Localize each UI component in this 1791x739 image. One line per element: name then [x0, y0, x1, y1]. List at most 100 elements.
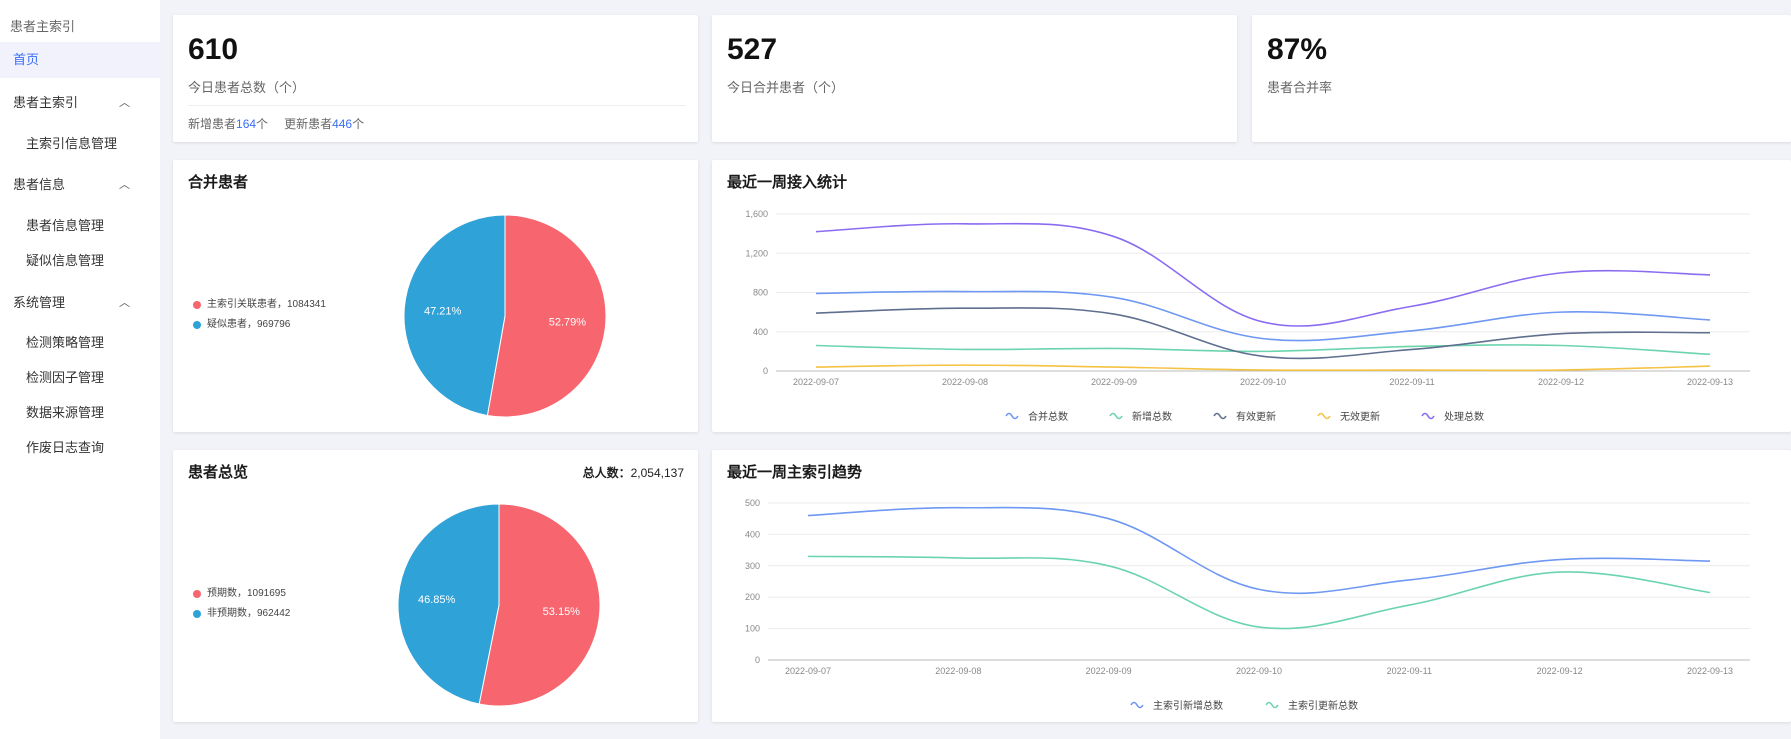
series-line[interactable]: [807, 506, 1711, 595]
sidebar-item-label: 首页: [13, 52, 40, 67]
y-tick-label: 300: [745, 561, 760, 571]
x-tick-label: 2022-09-11: [1387, 666, 1432, 676]
y-tick-label: 500: [745, 498, 760, 508]
x-tick-label: 2022-09-12: [1538, 377, 1584, 387]
legend-line-icon[interactable]: [1213, 412, 1227, 420]
pie-percent-label: 53.15%: [543, 606, 581, 618]
legend-label[interactable]: 无效更新: [1340, 410, 1380, 423]
y-tick-label: 400: [745, 529, 760, 539]
legend-label[interactable]: 处理总数: [1444, 410, 1484, 423]
merge-pie-chart: 52.79% 47.21%: [403, 214, 607, 418]
stat-value: 610: [188, 33, 239, 66]
pie-percent-label: 46.85%: [418, 594, 456, 606]
pie-percent-label: 52.79%: [549, 316, 587, 328]
legend-label[interactable]: 主索引新增总数: [1153, 699, 1223, 712]
stat-card-merge-rate: 87% 患者合并率: [1252, 15, 1791, 142]
legend-label: 疑似患者，969796: [207, 319, 291, 330]
sidebar-item-suspect-info-manage[interactable]: 疑似信息管理: [0, 243, 160, 279]
sidebar-group-patient-index[interactable]: 患者主索引 ︿: [0, 85, 160, 121]
sidebar-item-label: 检测策略管理: [26, 335, 105, 350]
stat-label: 今日合并患者（个）: [727, 80, 845, 95]
series-line[interactable]: [815, 290, 1711, 342]
card-title: 最近一周接入统计: [727, 174, 848, 191]
legend-label[interactable]: 新增总数: [1132, 410, 1172, 423]
legend-dot: [193, 610, 201, 618]
updated-patients-count: 446: [332, 117, 353, 131]
x-tick-label: 2022-09-10: [1240, 377, 1286, 387]
stat-label: 患者合并率: [1267, 80, 1333, 95]
stat-sub-info: 新增患者164个 更新患者446个: [188, 115, 364, 132]
sidebar-item-factor-manage[interactable]: 检测因子管理: [0, 360, 160, 396]
legend-line-icon[interactable]: [1130, 701, 1144, 709]
updated-patients-suffix: 个: [352, 117, 365, 131]
week-index-card: 最近一周主索引趋势 0 100 200 300 400 500 2022-09-07 2022…: [712, 450, 1791, 722]
stat-value: 527: [727, 33, 778, 66]
legend-item[interactable]: 非预期数，962442: [193, 604, 290, 624]
legend-item[interactable]: 疑似患者，969796: [193, 315, 326, 335]
legend-line-icon[interactable]: [1109, 412, 1123, 420]
legend-label[interactable]: 有效更新: [1236, 410, 1276, 423]
series-line[interactable]: [815, 222, 1711, 327]
week-index-line-chart: 0 100 200 300 400 500 2022-09-07 2022-09-08 2022…: [745, 498, 1750, 712]
total-count: 总人数：2,054,137: [583, 464, 684, 481]
sidebar-item-strategy-manage[interactable]: 检测策略管理: [0, 325, 160, 361]
legend-dot: [193, 590, 201, 598]
sidebar-group-label: 患者主索引: [13, 95, 79, 110]
legend-label[interactable]: 主索引更新总数: [1288, 699, 1358, 712]
pie-slice[interactable]: [403, 214, 506, 417]
legend-label: 非预期数，962442: [207, 608, 291, 619]
updated-patients-prefix: 更新患者: [284, 117, 333, 131]
pie-slice[interactable]: [486, 214, 607, 418]
legend-line-icon[interactable]: [1005, 412, 1019, 420]
y-tick-label: 400: [753, 327, 768, 337]
card-title: 最近一周主索引趋势: [727, 464, 863, 481]
sidebar-item-home[interactable]: 首页: [0, 42, 160, 78]
y-tick-label: 100: [745, 624, 760, 634]
sidebar-item-index-info-manage[interactable]: 主索引信息管理: [0, 126, 160, 162]
legend-dot: [193, 321, 201, 329]
legend-label[interactable]: 合并总数: [1028, 410, 1068, 423]
chevron-up-icon: ︿: [119, 297, 130, 309]
sidebar-item-void-log[interactable]: 作废日志查询: [0, 430, 160, 466]
series-line[interactable]: [815, 364, 1711, 372]
legend-line-icon[interactable]: [1317, 412, 1331, 420]
merge-patients-card: 合并患者 主索引关联患者，1084341 疑似患者，969796 52.79% 4…: [173, 160, 698, 432]
pie-legend: 预期数，1091695 非预期数，962442: [193, 584, 290, 624]
stat-value: 87%: [1267, 33, 1328, 66]
card-title: 合并患者: [188, 174, 249, 191]
pie-slice[interactable]: [478, 503, 601, 707]
series-line[interactable]: [807, 555, 1711, 630]
week-access-card: 最近一周接入统计 0 400 800 1,200 1,600 2022-09-07 2022…: [712, 160, 1791, 432]
x-tick-label: 2022-09-13: [1687, 377, 1733, 387]
x-tick-label: 2022-09-07: [793, 377, 839, 387]
week-access-line-chart: 0 400 800 1,200 1,600 2022-09-07 2022-09-08 202…: [745, 209, 1750, 423]
y-tick-label: 1,600: [745, 209, 768, 219]
sidebar-item-patient-info-manage[interactable]: 患者信息管理: [0, 208, 160, 244]
legend-line-icon[interactable]: [1421, 412, 1435, 420]
sidebar-group-system[interactable]: 系统管理 ︿: [0, 285, 160, 321]
legend-item[interactable]: 主索引关联患者，1084341: [193, 295, 326, 315]
sidebar-item-label: 检测因子管理: [26, 370, 105, 385]
card-title: 患者总览: [188, 464, 249, 481]
series-line[interactable]: [815, 307, 1711, 360]
y-tick-label: 0: [755, 655, 760, 665]
x-tick-label: 2022-09-10: [1236, 666, 1282, 676]
sidebar-item-label: 数据来源管理: [26, 405, 105, 420]
stat-card-today-total: 610 今日患者总数（个） 新增患者164个 更新患者446个: [173, 15, 698, 142]
sidebar-title: 患者主索引: [10, 19, 76, 34]
x-tick-label: 2022-09-13: [1687, 666, 1733, 676]
legend-item[interactable]: 预期数，1091695: [193, 584, 290, 604]
series-line[interactable]: [815, 344, 1711, 356]
sidebar-item-label: 疑似信息管理: [26, 253, 105, 268]
x-tick-label: 2022-09-08: [935, 666, 981, 676]
sidebar-item-source-manage[interactable]: 数据来源管理: [0, 395, 160, 431]
legend-label: 主索引关联患者，1084341: [207, 299, 326, 310]
new-patients-count: 164: [236, 117, 257, 131]
pie-slice[interactable]: [397, 503, 500, 705]
divider: [188, 105, 686, 106]
x-tick-label: 2022-09-11: [1389, 377, 1434, 387]
legend-line-icon[interactable]: [1265, 701, 1279, 709]
sidebar-group-label: 患者信息: [13, 177, 66, 192]
sidebar-group-patient-info[interactable]: 患者信息 ︿: [0, 167, 160, 203]
new-patients-suffix: 个: [256, 117, 269, 131]
